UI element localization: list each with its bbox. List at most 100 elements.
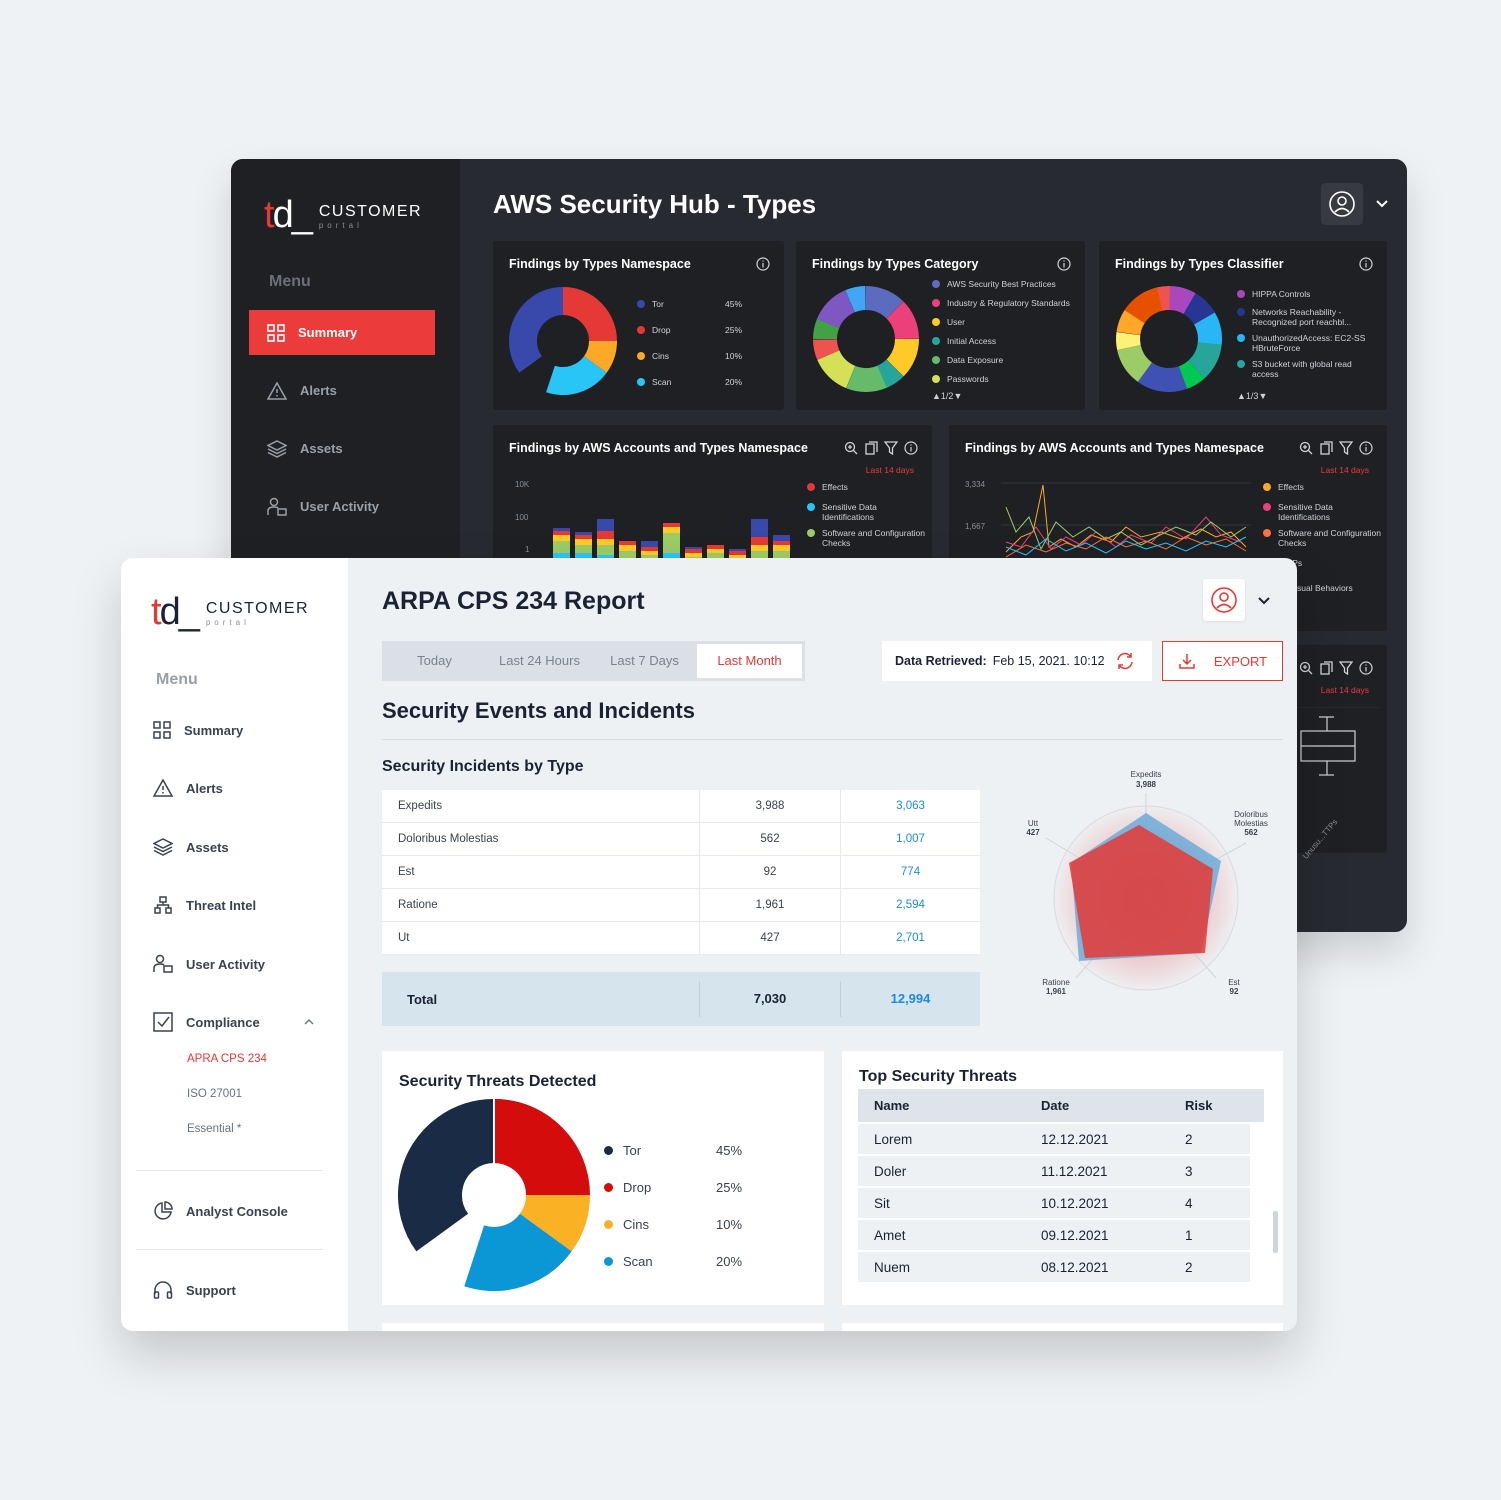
chevron-down-icon[interactable] (1374, 195, 1390, 211)
sidebar-subitem-essential[interactable]: Essential * (187, 1123, 242, 1135)
radar-label: Expedits (1131, 770, 1162, 779)
column-header[interactable]: Name (874, 1098, 910, 1113)
info-icon[interactable] (1057, 257, 1071, 271)
page-title: AWS Security Hub - Types (493, 189, 817, 219)
sidebar-item-user-activity[interactable]: User Activity (249, 484, 435, 529)
sidebar-item-assets[interactable]: Assets (153, 838, 229, 856)
column-header[interactable]: Risk (1185, 1098, 1213, 1113)
cell-link[interactable]: 1,007 (840, 823, 980, 855)
bar-segment (685, 549, 702, 553)
sidebar-item-alerts[interactable]: Alerts (249, 368, 435, 413)
filter-icon[interactable] (884, 441, 898, 455)
refresh-icon[interactable] (1115, 651, 1135, 671)
sidebar-item-user-activity[interactable]: User Activity (153, 954, 265, 974)
tab-today[interactable]: Today (417, 653, 452, 668)
clipboard-icon[interactable] (1319, 661, 1333, 675)
table-row[interactable]: Ratione 1,961 2,594 (382, 889, 980, 922)
table-row[interactable]: Sit 10.12.2021 4 (858, 1188, 1250, 1218)
pie-chart-icon (154, 1201, 173, 1220)
legend-label: User (947, 317, 965, 327)
logo[interactable]: td_ CUSTOMER portal (264, 194, 423, 236)
category-donut (813, 286, 919, 392)
chevron-up-icon[interactable] (303, 1016, 315, 1028)
cell-link[interactable]: 2,594 (840, 889, 980, 921)
cell-value: 427 (699, 922, 840, 954)
line-legend: Effects Sensitive Data Identifications S… (1263, 482, 1383, 556)
warning-icon (267, 381, 287, 400)
legend-pct: 45% (716, 1143, 743, 1158)
sidebar-subitem-iso[interactable]: ISO 27001 (187, 1088, 242, 1100)
legend-label: Software and Configuration Checks (822, 528, 926, 548)
sidebar-item-summary[interactable]: Summary (249, 310, 435, 355)
grid-icon (153, 721, 171, 739)
sidebar-divider (136, 1249, 323, 1250)
logo[interactable]: td_ CUSTOMER portal (151, 591, 310, 633)
zoom-in-icon[interactable] (844, 441, 858, 455)
tab-last-month[interactable]: Last Month (697, 644, 802, 678)
scrollbar[interactable] (1273, 1211, 1278, 1253)
sidebar-item-analyst-console[interactable]: Analyst Console (153, 1201, 288, 1221)
checkbox-icon (153, 1012, 173, 1032)
page-title: ARPA CPS 234 Report (382, 587, 645, 615)
cell-link[interactable]: 3,063 (840, 790, 980, 822)
info-icon[interactable] (1359, 257, 1373, 271)
filter-icon[interactable] (1339, 661, 1353, 675)
cell-value: 3,988 (699, 790, 840, 822)
findings-classifier-card: Findings by Types Classifier HIPPA Contr… (1099, 241, 1387, 410)
legend-label: Data Exposure (947, 355, 1004, 365)
info-icon[interactable] (1359, 661, 1373, 675)
sidebar-item-summary[interactable]: Summary (153, 721, 243, 739)
sidebar-item-support[interactable]: Support (153, 1280, 236, 1300)
bar-segment (575, 532, 592, 535)
cell-risk: 1 (1185, 1227, 1193, 1243)
sidebar-item-threat-intel[interactable]: Threat Intel (153, 896, 256, 914)
bar-segment (729, 551, 746, 555)
table-row[interactable]: Expedits 3,988 3,063 (382, 790, 980, 823)
clipboard-icon[interactable] (1319, 441, 1333, 455)
sidebar-subitem-apra[interactable]: APRA CPS 234 (187, 1053, 267, 1065)
avatar[interactable] (1321, 183, 1363, 225)
radar-value: 3,988 (1136, 780, 1157, 789)
bar-segment (575, 539, 592, 545)
table-row[interactable]: Amet 09.12.2021 1 (858, 1220, 1250, 1250)
sidebar-item-assets[interactable]: Assets (249, 426, 435, 471)
data-retrieved-value: Feb 15, 2021. 10:12 (992, 654, 1105, 668)
legend-label: Sensitive Data Identifications (1278, 502, 1333, 522)
filter-icon[interactable] (1339, 441, 1353, 455)
tab-last-7-days[interactable]: Last 7 Days (610, 653, 679, 668)
findings-namespace-card: Findings by Types Namespace Tor 45% Drop 2… (493, 241, 784, 410)
y-tick: 100 (515, 513, 529, 522)
cell-link[interactable]: 2,701 (840, 922, 980, 954)
classifier-donut (1116, 286, 1223, 392)
table-row[interactable]: Doloribus Molestias 562 1,007 (382, 823, 980, 856)
table-row[interactable]: Lorem 12.12.2021 2 (858, 1124, 1250, 1154)
table-row[interactable]: Doler 11.12.2021 3 (858, 1156, 1250, 1186)
legend-pager[interactable]: ▲1/2▼ (932, 391, 963, 401)
sidebar-item-compliance[interactable]: Compliance (153, 1012, 315, 1032)
legend-label: AWS Security Best Practices (947, 279, 1056, 289)
column-header[interactable]: Date (1041, 1098, 1070, 1113)
tab-last-24-hours[interactable]: Last 24 Hours (499, 653, 580, 668)
sidebar: td_ CUSTOMER portal Menu Summary Alerts A… (121, 558, 348, 1331)
export-button[interactable]: EXPORT (1162, 641, 1283, 681)
zoom-in-icon[interactable] (1299, 661, 1313, 675)
cell-link[interactable]: 774 (840, 856, 980, 888)
table-row[interactable]: Ut 427 2,701 (382, 922, 980, 955)
category-legend: AWS Security Best Practices Industry & R… (932, 279, 1082, 392)
info-icon[interactable] (904, 441, 918, 455)
avatar[interactable] (1203, 579, 1245, 621)
legend-pager[interactable]: ▲1/3▼ (1237, 391, 1268, 401)
clipboard-icon[interactable] (864, 441, 878, 455)
table-row[interactable]: Nuem 08.12.2021 2 (858, 1252, 1250, 1282)
sidebar-item-alerts[interactable]: Alerts (153, 779, 223, 797)
bar-segment (751, 551, 768, 561)
info-icon[interactable] (1359, 441, 1373, 455)
table-row[interactable]: Est 92 774 (382, 856, 980, 889)
cell-date: 10.12.2021 (1041, 1195, 1109, 1211)
bar-segment (553, 541, 570, 553)
zoom-in-icon[interactable] (1299, 441, 1313, 455)
info-icon[interactable] (756, 257, 770, 271)
logo-word: CUSTOMER (205, 600, 310, 617)
card-title: Findings by Types Category (812, 257, 979, 271)
chevron-down-icon[interactable] (1256, 592, 1272, 608)
